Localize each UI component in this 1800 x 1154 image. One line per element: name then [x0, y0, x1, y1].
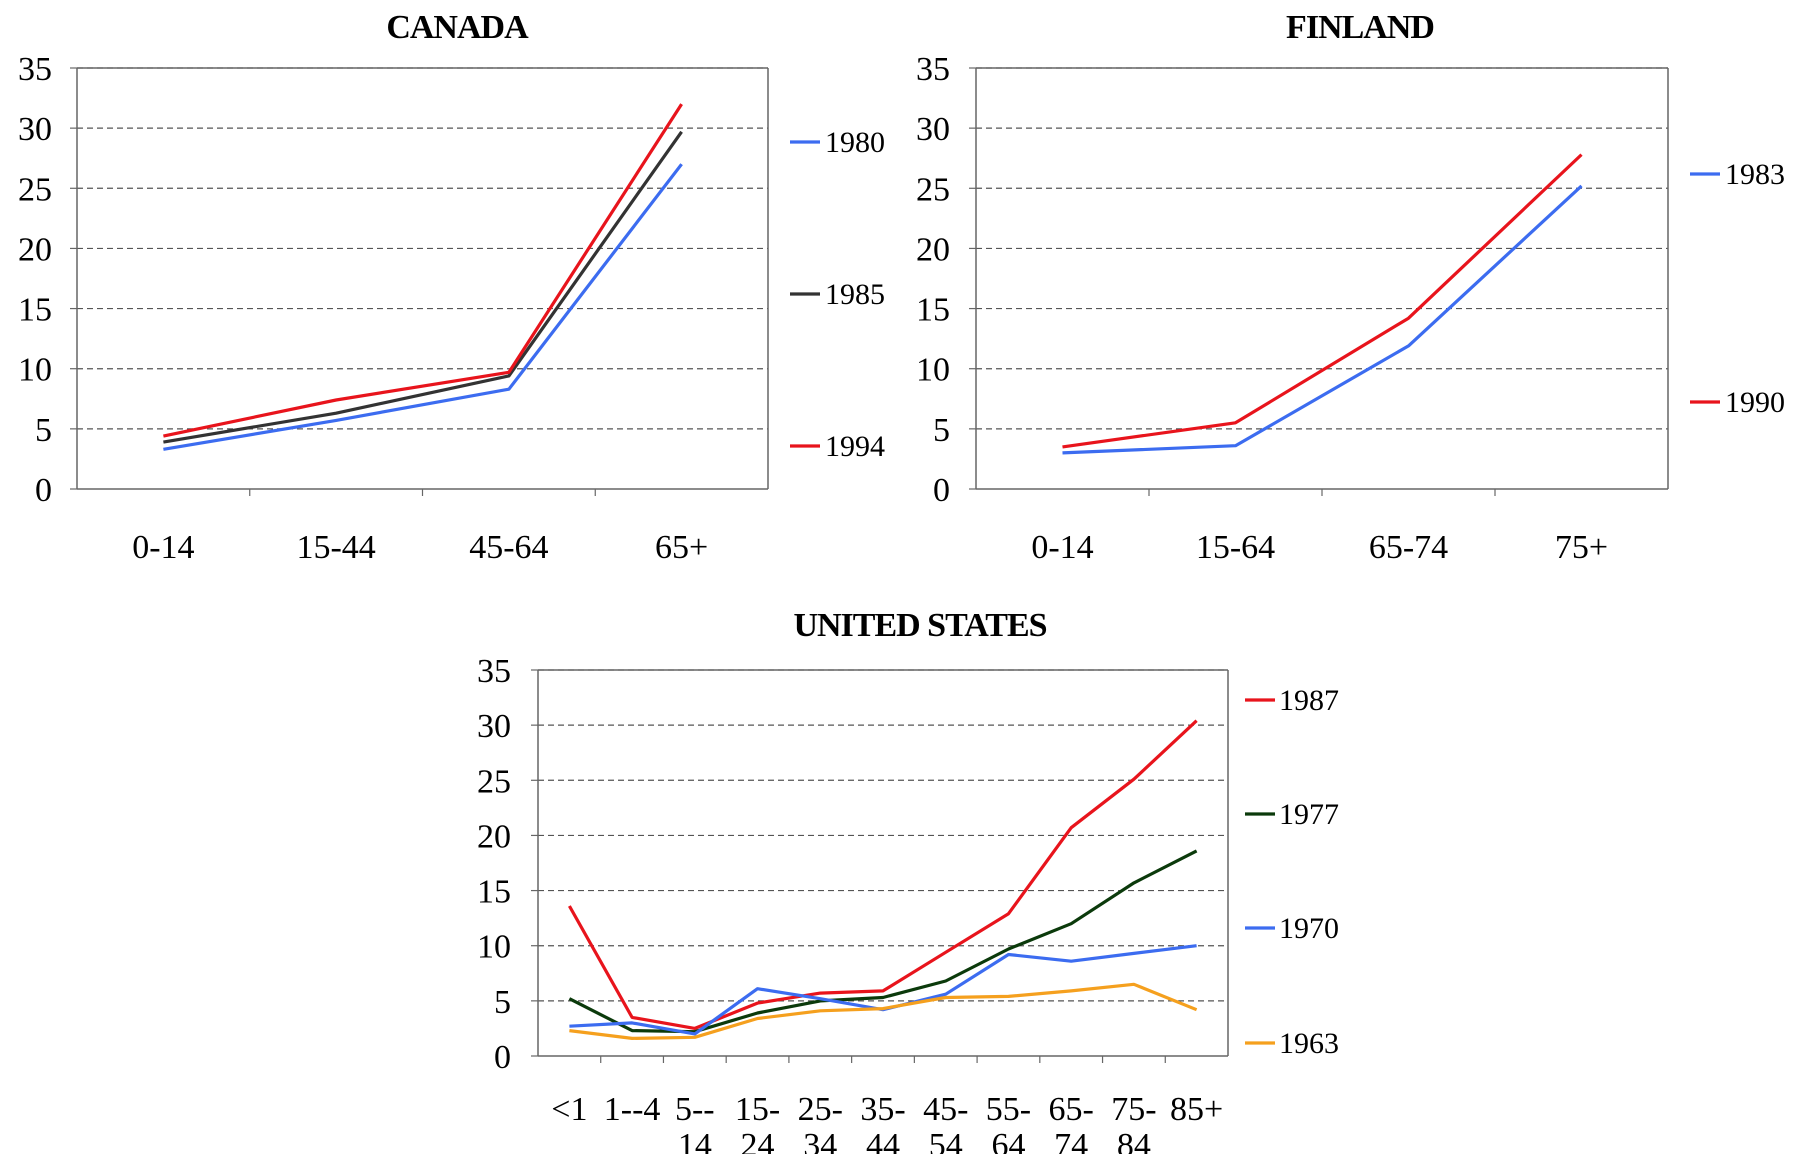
y-tick-label: 5 — [494, 984, 511, 1021]
x-tick-label: 15-44 — [296, 529, 375, 566]
x-tick-label: 65-74 — [1369, 529, 1448, 566]
x-tick-label: 0-14 — [1031, 529, 1093, 566]
x-tick-label: <1 — [551, 1091, 587, 1128]
y-tick-label: 35 — [477, 653, 511, 690]
series-line-1987 — [568, 719, 1198, 1031]
series-line-1985 — [163, 130, 683, 444]
y-tick-label: 10 — [18, 352, 52, 389]
y-tick-label: 10 — [477, 929, 511, 966]
y-tick-label: 35 — [916, 51, 950, 88]
legend-label-1987: 1987 — [1279, 684, 1339, 717]
chart-title: UNITED STATES — [793, 607, 1046, 644]
series-line-1980 — [163, 163, 683, 451]
x-tick-label: 65+ — [655, 529, 708, 566]
y-tick-label: 5 — [933, 412, 950, 449]
y-tick-label: 5 — [35, 412, 52, 449]
x-tick-label: 55-64 — [986, 1091, 1031, 1154]
series-line-1977 — [568, 849, 1198, 1034]
x-tick-label: 15-24 — [735, 1091, 780, 1154]
y-tick-label: 0 — [494, 1039, 511, 1076]
y-tick-label: 15 — [916, 292, 950, 329]
y-tick-label: 25 — [18, 171, 52, 208]
x-tick-label: 35-44 — [860, 1091, 905, 1154]
legend-label-1980: 1980 — [825, 126, 885, 159]
y-tick-label: 0 — [933, 472, 950, 509]
x-tick-label: 65-74 — [1049, 1091, 1094, 1154]
x-tick-label: 75+ — [1555, 529, 1608, 566]
series-line-1990 — [1062, 153, 1583, 449]
y-tick-label: 20 — [916, 231, 950, 268]
legend-label-1990: 1990 — [1725, 386, 1785, 419]
y-tick-label: 20 — [477, 818, 511, 855]
x-tick-label: 45-54 — [923, 1091, 968, 1154]
y-tick-label: 10 — [916, 352, 950, 389]
chart-title: FINLAND — [1286, 9, 1434, 46]
legend-label-1970: 1970 — [1279, 912, 1339, 945]
chart-finland: FINLAND 0 5 10 15 20 25 30 35 0-14 15-64 65-74 75+ 19… — [916, 9, 1785, 566]
y-tick-label: 15 — [18, 292, 52, 329]
chart-title: CANADA — [386, 9, 529, 46]
x-tick-label: 0-14 — [132, 529, 194, 566]
y-tick-label: 35 — [18, 51, 52, 88]
y-tick-label: 25 — [477, 763, 511, 800]
y-tick-label: 0 — [35, 472, 52, 509]
x-tick-label: 75-84 — [1111, 1091, 1156, 1154]
x-tick-label: 25-34 — [798, 1091, 843, 1154]
series-line-1983 — [1062, 184, 1583, 455]
chart-canada: CANADA 0 5 10 15 20 25 30 35 0-14 15-44 45-64 65+ 198… — [18, 9, 885, 566]
legend-label-1985: 1985 — [825, 278, 885, 311]
legend-label-1977: 1977 — [1279, 798, 1339, 831]
legend-label-1994: 1994 — [825, 430, 885, 463]
x-tick-label: 45-64 — [469, 529, 548, 566]
x-tick-label: 85+ — [1170, 1091, 1223, 1128]
legend-label-1983: 1983 — [1725, 158, 1785, 191]
x-tick-label: 15-64 — [1196, 529, 1275, 566]
x-tick-label: 1--4 — [604, 1091, 661, 1128]
legend-label-1963: 1963 — [1279, 1027, 1339, 1060]
chart-united-states: UNITED STATES 0 5 10 15 20 25 30 35 <1 1--4 5--14 15… — [477, 607, 1339, 1154]
x-tick-label: 5--14 — [675, 1091, 715, 1154]
y-tick-label: 30 — [18, 111, 52, 148]
y-tick-label: 30 — [916, 111, 950, 148]
y-tick-label: 25 — [916, 171, 950, 208]
y-tick-label: 30 — [477, 708, 511, 745]
y-tick-label: 15 — [477, 874, 511, 911]
y-tick-label: 20 — [18, 231, 52, 268]
series-line-1994 — [163, 103, 683, 438]
